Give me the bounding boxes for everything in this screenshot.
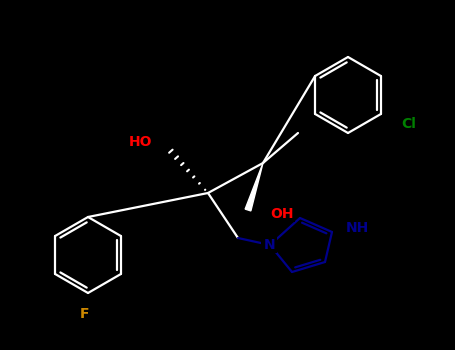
Text: F: F: [79, 307, 89, 321]
Text: NH: NH: [346, 221, 369, 235]
Polygon shape: [245, 163, 263, 211]
Text: N: N: [264, 238, 276, 252]
Text: N: N: [262, 238, 274, 252]
Text: N: N: [344, 221, 356, 235]
Text: HO: HO: [128, 135, 152, 149]
Text: Cl: Cl: [401, 117, 416, 131]
Text: OH: OH: [270, 207, 293, 221]
